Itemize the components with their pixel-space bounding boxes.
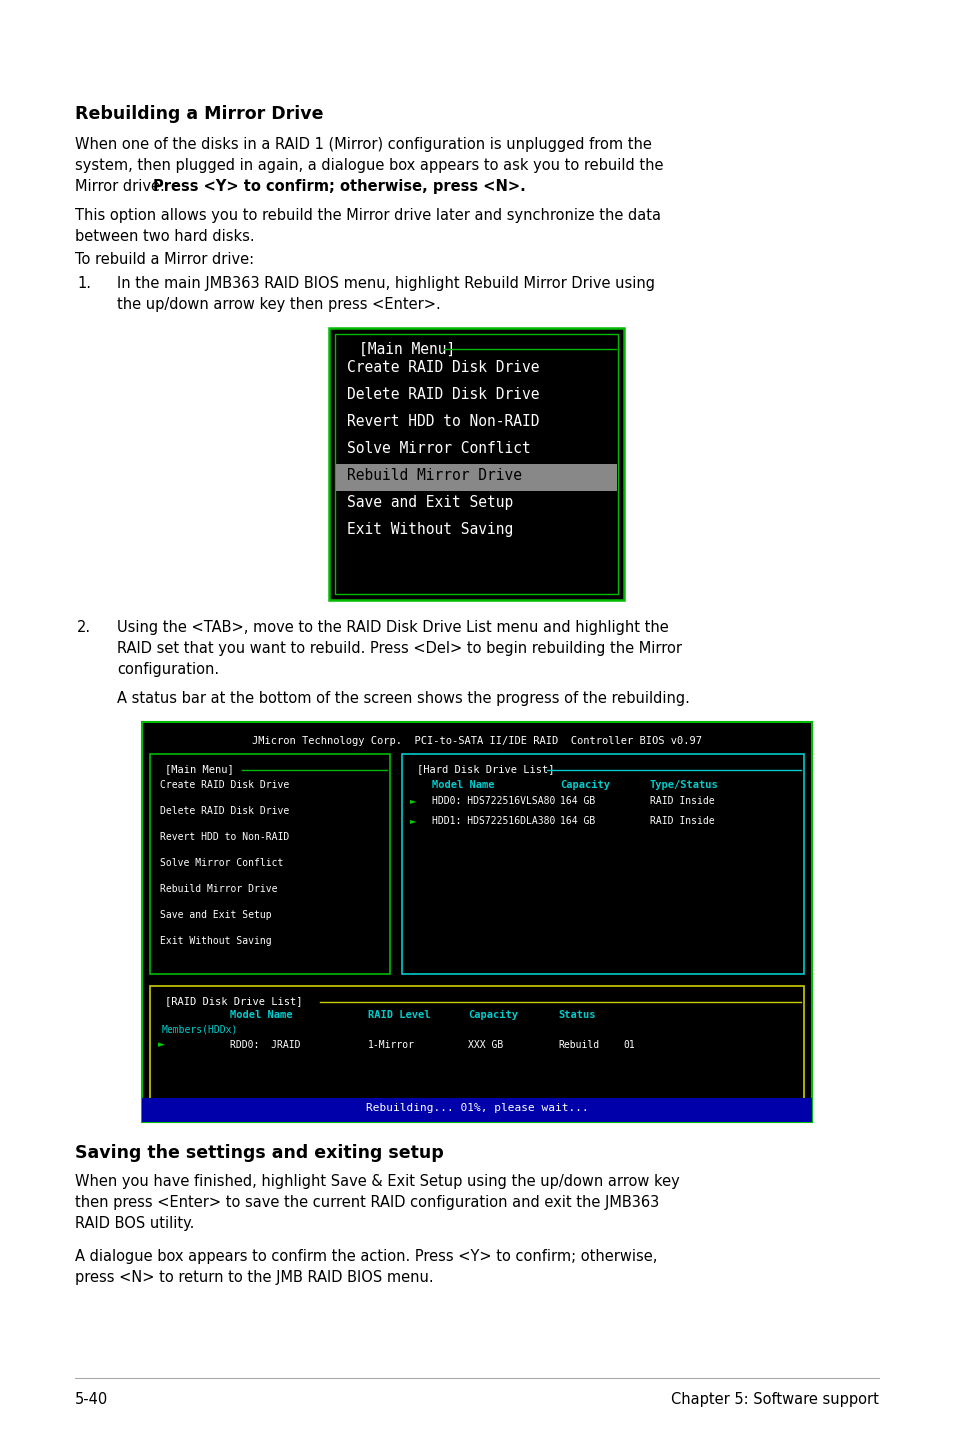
Text: Using the <TAB>, move to the RAID Disk Drive List menu and highlight the: Using the <TAB>, move to the RAID Disk D… bbox=[117, 620, 668, 636]
Text: Solve Mirror Conflict: Solve Mirror Conflict bbox=[347, 441, 531, 456]
Text: RAID Inside: RAID Inside bbox=[649, 797, 714, 807]
Text: then press <Enter> to save the current RAID configuration and exit the JMB363: then press <Enter> to save the current R… bbox=[75, 1195, 659, 1209]
Bar bbox=[142, 1099, 811, 1122]
Text: Capacity: Capacity bbox=[468, 1009, 517, 1020]
Text: Status: Status bbox=[558, 1009, 595, 1020]
Text: [RAID Disk Drive List]: [RAID Disk Drive List] bbox=[165, 997, 302, 1007]
Bar bbox=[142, 722, 811, 1122]
Bar bbox=[335, 334, 618, 594]
Bar bbox=[329, 328, 624, 600]
Text: In the main JMB363 RAID BIOS menu, highlight Rebuild Mirror Drive using: In the main JMB363 RAID BIOS menu, highl… bbox=[117, 276, 655, 290]
Text: HDD1: HDS722516DLA380: HDD1: HDS722516DLA380 bbox=[432, 815, 555, 825]
Text: press <N> to return to the JMB RAID BIOS menu.: press <N> to return to the JMB RAID BIOS… bbox=[75, 1270, 434, 1286]
Text: 164 GB: 164 GB bbox=[559, 797, 595, 807]
Text: When you have finished, highlight Save & Exit Setup using the up/down arrow key: When you have finished, highlight Save &… bbox=[75, 1173, 679, 1189]
Text: Mirror drive.: Mirror drive. bbox=[75, 178, 170, 194]
Text: XXX GB: XXX GB bbox=[468, 1040, 503, 1050]
Text: A status bar at the bottom of the screen shows the progress of the rebuilding.: A status bar at the bottom of the screen… bbox=[117, 692, 689, 706]
Text: A dialogue box appears to confirm the action. Press <Y> to confirm; otherwise,: A dialogue box appears to confirm the ac… bbox=[75, 1250, 657, 1264]
Text: 5-40: 5-40 bbox=[75, 1392, 108, 1406]
Text: RAID Inside: RAID Inside bbox=[649, 815, 714, 825]
Text: Create RAID Disk Drive: Create RAID Disk Drive bbox=[160, 779, 289, 789]
Bar bbox=[150, 754, 390, 974]
Text: configuration.: configuration. bbox=[117, 661, 219, 677]
Bar bbox=[150, 986, 803, 1104]
Text: JMicron Technology Corp.  PCI-to-SATA II/IDE RAID  Controller BIOS v0.97: JMicron Technology Corp. PCI-to-SATA II/… bbox=[252, 736, 701, 746]
Text: Model Name: Model Name bbox=[432, 779, 494, 789]
Text: RDD0:  JRAID: RDD0: JRAID bbox=[230, 1040, 300, 1050]
Text: Save and Exit Setup: Save and Exit Setup bbox=[347, 495, 514, 510]
Text: Rebuild: Rebuild bbox=[558, 1040, 598, 1050]
Text: between two hard disks.: between two hard disks. bbox=[75, 229, 254, 244]
Text: This option allows you to rebuild the Mirror drive later and synchronize the dat: This option allows you to rebuild the Mi… bbox=[75, 209, 660, 223]
Text: ►: ► bbox=[410, 815, 416, 825]
Bar bbox=[142, 722, 811, 1122]
Text: 1.: 1. bbox=[77, 276, 91, 290]
Text: Members(HDDx): Members(HDDx) bbox=[162, 1024, 238, 1034]
Text: Rebuild Mirror Drive: Rebuild Mirror Drive bbox=[160, 884, 277, 894]
Text: Revert HDD to Non-RAID: Revert HDD to Non-RAID bbox=[347, 414, 539, 429]
Text: [Hard Disk Drive List]: [Hard Disk Drive List] bbox=[416, 764, 554, 774]
Text: Delete RAID Disk Drive: Delete RAID Disk Drive bbox=[347, 387, 539, 403]
Text: 2.: 2. bbox=[77, 620, 91, 636]
Text: When one of the disks in a RAID 1 (Mirror) configuration is unplugged from the: When one of the disks in a RAID 1 (Mirro… bbox=[75, 137, 651, 152]
Text: Rebuilding a Mirror Drive: Rebuilding a Mirror Drive bbox=[75, 105, 323, 124]
Text: To rebuild a Mirror drive:: To rebuild a Mirror drive: bbox=[75, 252, 253, 267]
Text: Capacity: Capacity bbox=[559, 779, 609, 789]
Text: the up/down arrow key then press <Enter>.: the up/down arrow key then press <Enter>… bbox=[117, 298, 440, 312]
Bar bbox=[150, 986, 803, 1104]
Text: ►: ► bbox=[158, 1040, 165, 1048]
Text: RAID Level: RAID Level bbox=[368, 1009, 430, 1020]
Text: Type/Status: Type/Status bbox=[649, 779, 718, 789]
Text: system, then plugged in again, a dialogue box appears to ask you to rebuild the: system, then plugged in again, a dialogu… bbox=[75, 158, 662, 173]
Text: Saving the settings and exiting setup: Saving the settings and exiting setup bbox=[75, 1145, 443, 1162]
Text: Exit Without Saving: Exit Without Saving bbox=[347, 522, 514, 536]
Text: Rebuild Mirror Drive: Rebuild Mirror Drive bbox=[347, 467, 522, 483]
Text: Exit Without Saving: Exit Without Saving bbox=[160, 936, 272, 946]
Text: HDD0: HDS722516VLSA80: HDD0: HDS722516VLSA80 bbox=[432, 797, 555, 807]
Text: 1-Mirror: 1-Mirror bbox=[368, 1040, 415, 1050]
Text: Revert HDD to Non-RAID: Revert HDD to Non-RAID bbox=[160, 833, 289, 843]
Text: Delete RAID Disk Drive: Delete RAID Disk Drive bbox=[160, 807, 289, 815]
Text: 164 GB: 164 GB bbox=[559, 815, 595, 825]
Text: Press <Y> to confirm; otherwise, press <N>.: Press <Y> to confirm; otherwise, press <… bbox=[153, 178, 525, 194]
Text: ►: ► bbox=[410, 797, 416, 805]
Text: 01: 01 bbox=[622, 1040, 634, 1050]
Bar bbox=[329, 328, 624, 600]
Text: RAID set that you want to rebuild. Press <Del> to begin rebuilding the Mirror: RAID set that you want to rebuild. Press… bbox=[117, 641, 681, 656]
Bar bbox=[401, 754, 803, 974]
Bar bbox=[336, 464, 617, 490]
Bar bbox=[150, 754, 390, 974]
Text: Chapter 5: Software support: Chapter 5: Software support bbox=[670, 1392, 878, 1406]
Text: Create RAID Disk Drive: Create RAID Disk Drive bbox=[347, 360, 539, 375]
Text: [Main Menu]: [Main Menu] bbox=[359, 342, 456, 357]
Text: [Main Menu]: [Main Menu] bbox=[165, 764, 233, 774]
Text: Rebuilding... 01%, please wait...: Rebuilding... 01%, please wait... bbox=[365, 1103, 588, 1113]
Text: Solve Mirror Conflict: Solve Mirror Conflict bbox=[160, 858, 283, 869]
Text: Save and Exit Setup: Save and Exit Setup bbox=[160, 910, 272, 920]
Text: RAID BOS utility.: RAID BOS utility. bbox=[75, 1217, 194, 1231]
Text: Model Name: Model Name bbox=[230, 1009, 293, 1020]
Bar bbox=[401, 754, 803, 974]
